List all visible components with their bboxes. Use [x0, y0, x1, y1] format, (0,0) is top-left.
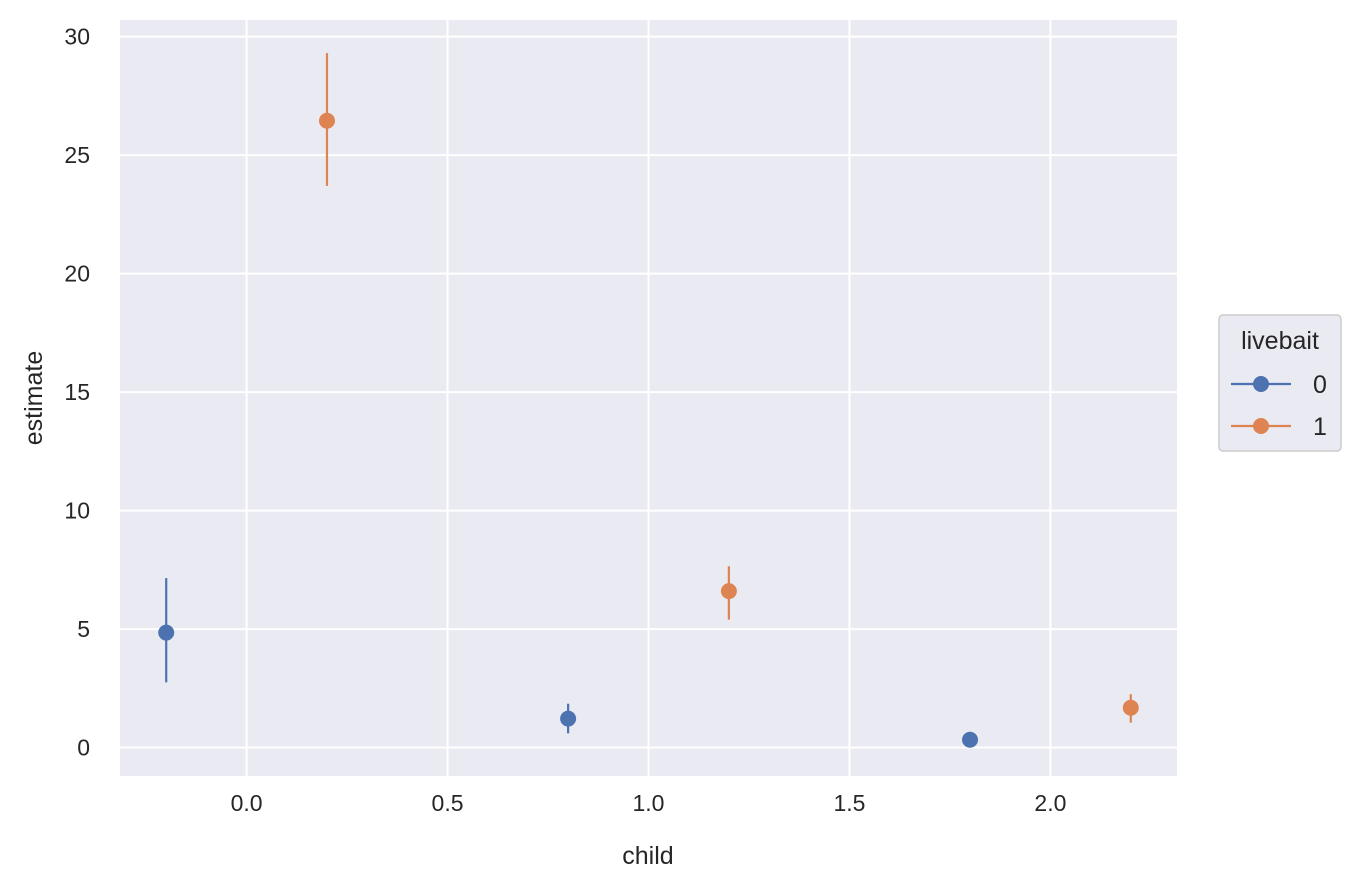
grid — [120, 20, 1177, 776]
x-tick-label: 0.0 — [231, 790, 263, 816]
x-tick-label: 1.5 — [833, 790, 865, 816]
x-tick-label: 0.5 — [432, 790, 464, 816]
data-point — [1122, 699, 1139, 716]
data-points — [158, 112, 1139, 748]
data-point — [318, 112, 335, 129]
x-axis-label: child — [622, 842, 673, 870]
legend-label: 0 — [1313, 371, 1327, 399]
legend-marker — [1253, 418, 1269, 434]
x-tick-label: 2.0 — [1034, 790, 1066, 816]
y-tick-label: 10 — [64, 498, 90, 524]
y-tick-label: 20 — [64, 261, 90, 287]
legend-marker — [1253, 376, 1269, 392]
x-tick-labels: 0.0 0.5 1.0 1.5 2.0 — [231, 790, 1067, 816]
y-tick-label: 15 — [64, 379, 90, 405]
y-tick-label: 0 — [77, 735, 90, 761]
data-point — [962, 731, 979, 748]
legend-entries: 01 — [1231, 371, 1327, 441]
y-axis-label: estimate — [20, 351, 48, 445]
y-tick-label: 5 — [77, 616, 90, 642]
data-point — [158, 624, 175, 641]
y-tick-label: 30 — [64, 24, 90, 50]
y-tick-labels: 0 5 10 15 20 25 30 — [64, 24, 90, 761]
legend: livebait 01 — [1218, 314, 1342, 452]
data-point — [560, 710, 577, 727]
legend-label: 1 — [1313, 413, 1327, 441]
y-tick-label: 25 — [64, 142, 90, 168]
legend-title: livebait — [1241, 327, 1319, 355]
x-tick-label: 1.0 — [633, 790, 665, 816]
data-point — [720, 583, 737, 600]
